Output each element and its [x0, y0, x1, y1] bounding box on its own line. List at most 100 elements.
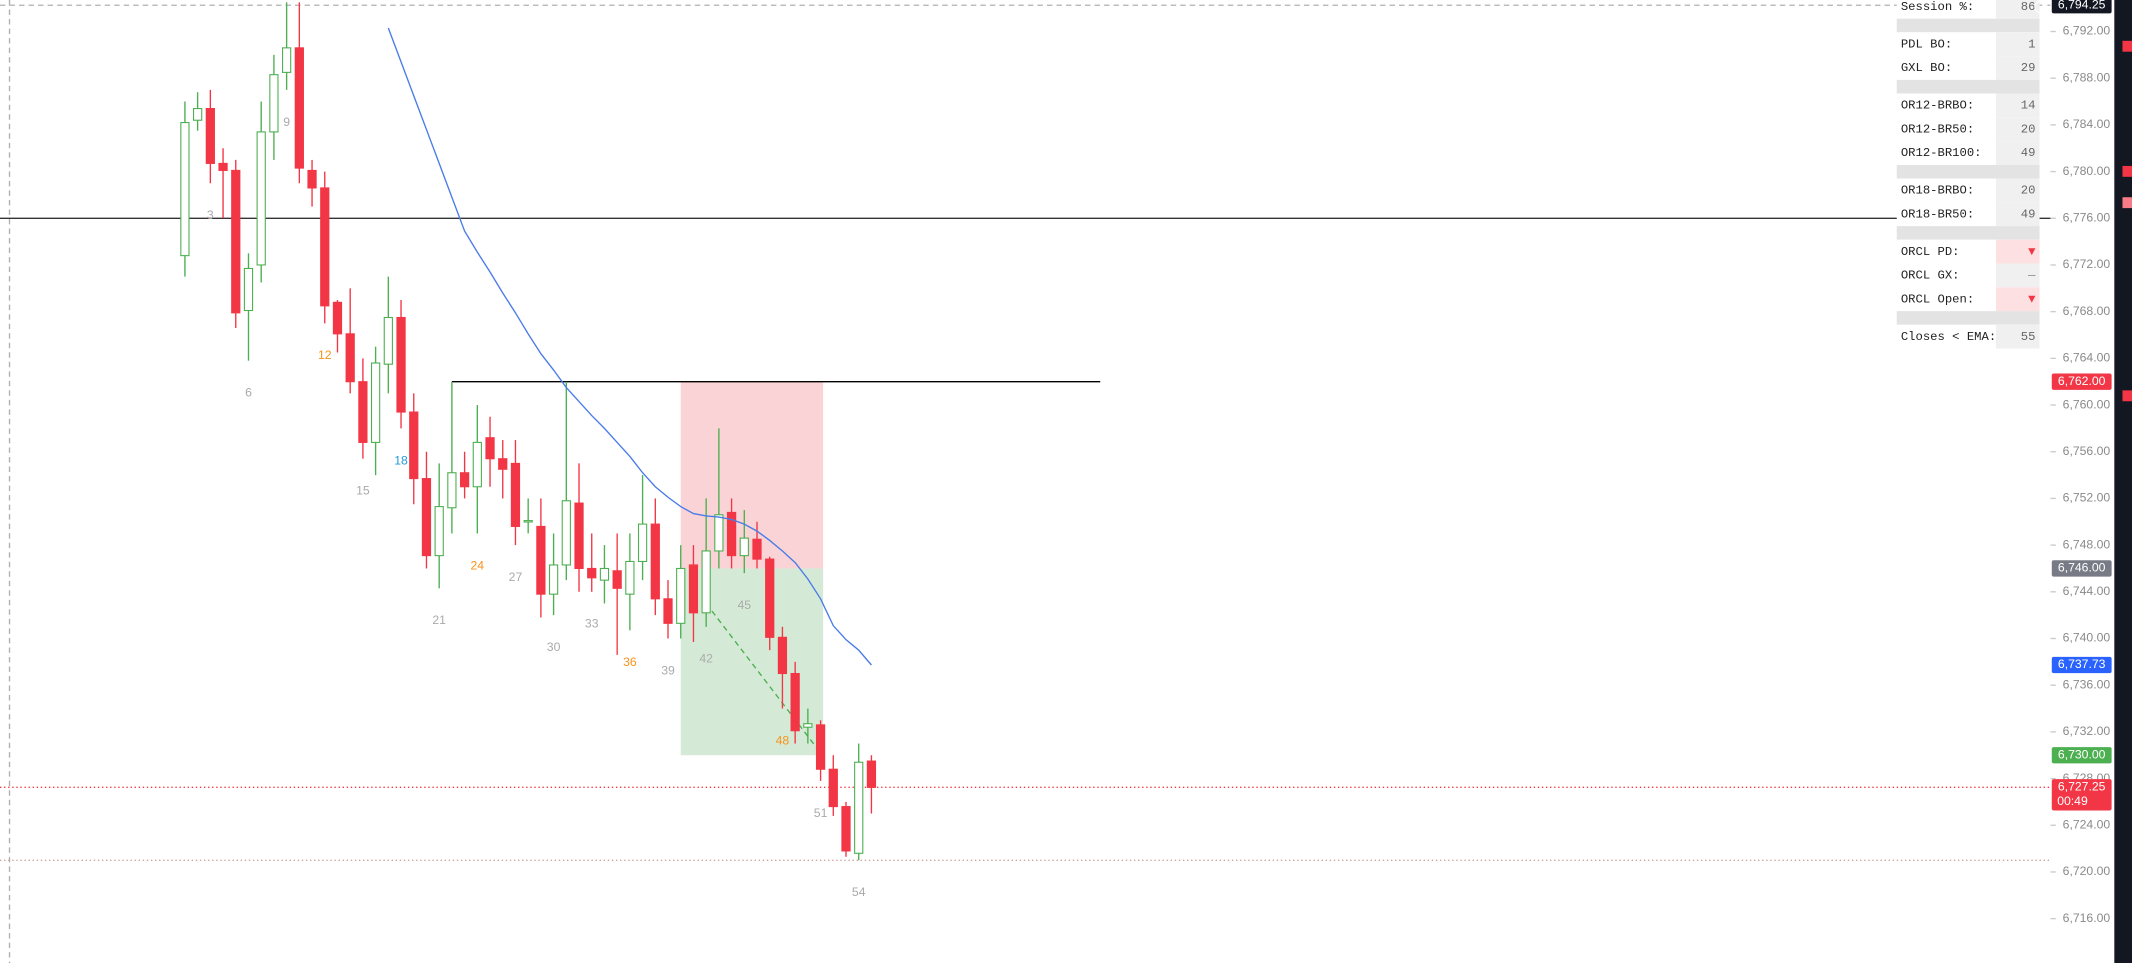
candle-body	[866, 760, 877, 788]
table-label: Closes < EMA:	[1901, 330, 1996, 344]
table-value: 14	[2021, 99, 2036, 113]
y-tick-label: 6,724.00	[2063, 817, 2111, 831]
ema-line	[387, 27, 872, 666]
candle-body	[421, 478, 432, 557]
table-label: OR12-BR50:	[1901, 122, 1974, 136]
table-value: 55	[2021, 330, 2036, 344]
candle-body	[714, 514, 724, 552]
table-value-cell	[1996, 202, 2040, 227]
bar-count: 18	[394, 453, 408, 467]
table-label: Session %:	[1901, 0, 1974, 14]
table-value-cell	[1996, 263, 2040, 288]
y-tick-label: 6,772.00	[2063, 257, 2111, 271]
candle-body	[561, 500, 571, 566]
candle-body	[688, 564, 699, 614]
y-tick-label: 6,732.00	[2063, 724, 2111, 738]
candle-body	[548, 564, 559, 595]
candle-body	[625, 560, 635, 595]
position-zone	[680, 381, 824, 569]
candle-body	[523, 520, 533, 523]
y-tick-label: 6,784.00	[2063, 117, 2111, 131]
price-label: 6,730.00	[2058, 747, 2106, 761]
y-tick-label: 6,780.00	[2063, 164, 2111, 178]
table-value-cell	[1996, 32, 2040, 57]
y-tick-label: 6,788.00	[2063, 70, 2111, 84]
candle-body	[790, 672, 800, 732]
bar-count: 6	[245, 386, 252, 400]
bar-count: 24	[471, 558, 485, 572]
bar-count: 42	[699, 652, 713, 666]
y-tick-label: 6,740.00	[2063, 631, 2111, 645]
table-label: GXL BO:	[1901, 61, 1952, 75]
candle-body	[536, 525, 546, 595]
toolbar-marker	[2122, 197, 2132, 209]
bar-count: 15	[356, 484, 370, 498]
price-label: 6,762.00	[2058, 374, 2106, 388]
table-label: OR18-BRBO:	[1901, 184, 1974, 198]
table-separator	[1896, 79, 2040, 94]
candle-body	[676, 567, 686, 624]
bar-count: 12	[318, 348, 332, 362]
table-value-cell	[1996, 93, 2040, 118]
table-value: 29	[2021, 61, 2036, 75]
y-tick-label: 6,760.00	[2063, 397, 2111, 411]
y-tick-label: 6,736.00	[2063, 677, 2111, 691]
price-label: 6,737.73	[2058, 657, 2106, 671]
candle-body	[726, 511, 737, 557]
add-icon[interactable]	[2034, 0, 2048, 14]
table-value: ▼	[2028, 292, 2036, 306]
table-value-cell	[1996, 239, 2040, 264]
candle-body	[269, 74, 279, 133]
candle-body	[803, 723, 813, 728]
candle-body	[765, 558, 775, 638]
candle-body	[294, 47, 304, 169]
candle-body	[320, 187, 330, 307]
candle-body	[587, 567, 597, 579]
bar-count: 3	[207, 208, 214, 222]
candle-body	[752, 538, 762, 560]
candle-body	[307, 169, 317, 189]
bar-count: 39	[661, 663, 675, 677]
candle-body	[485, 437, 495, 460]
candle-body	[180, 122, 190, 257]
y-tick-label: 6,748.00	[2063, 537, 2111, 551]
candle-body	[815, 724, 826, 770]
toolbar-marker	[2122, 40, 2132, 52]
bar-count: 9	[283, 115, 290, 129]
candle-body	[828, 768, 838, 808]
price-label-bg	[2051, 779, 2112, 811]
candle-body	[383, 316, 393, 365]
candle-body	[510, 462, 521, 527]
table-separator	[1896, 226, 2040, 240]
candle-body	[854, 761, 864, 854]
y-tick-label: 6,720.00	[2063, 864, 2111, 878]
zones	[680, 381, 824, 756]
table-separator	[1896, 164, 2040, 179]
price-label-bg	[2051, 656, 2112, 674]
y-tick-label: 6,752.00	[2063, 491, 2111, 505]
price-labels: 6,794.25 6,762.00 6,746.00 6,737.73 6,730.00…	[2051, 0, 2112, 811]
table-value: 20	[2021, 122, 2036, 136]
table-label: OR18-BR50:	[1901, 207, 1974, 221]
price-label: 6,746.00	[2058, 561, 2106, 575]
bar-count: 54	[852, 885, 866, 899]
trend-line	[705, 603, 822, 754]
candle-body	[409, 411, 419, 480]
candle-body	[396, 316, 406, 413]
candle-body	[256, 131, 266, 266]
table-value: 49	[2021, 207, 2036, 221]
bar-count: 33	[585, 617, 599, 631]
table-label: PDL BO:	[1901, 37, 1952, 51]
candle-body	[841, 806, 851, 852]
bar-count: 30	[547, 640, 561, 654]
table-separator	[1896, 311, 2040, 325]
countdown-label: 00:49	[2057, 794, 2088, 808]
toolbar-marker	[2122, 390, 2132, 402]
candle-body	[777, 636, 788, 675]
price-label-bg	[2051, 747, 2112, 764]
table-label: ORCL GX:	[1901, 269, 1960, 283]
